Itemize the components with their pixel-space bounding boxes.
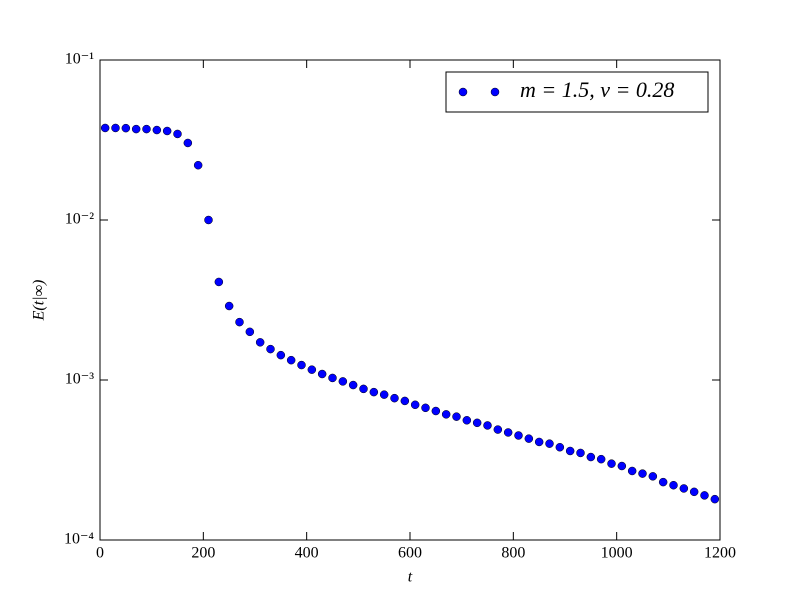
point xyxy=(669,480,678,490)
point xyxy=(576,448,585,458)
x-tick-label: 200 xyxy=(191,545,215,562)
point xyxy=(617,461,627,471)
point xyxy=(121,123,131,133)
point xyxy=(173,129,182,139)
point xyxy=(689,487,699,497)
point xyxy=(307,365,317,374)
x-tick-label: 1200 xyxy=(704,545,736,562)
point xyxy=(390,393,399,403)
point xyxy=(514,431,523,440)
point xyxy=(638,469,647,478)
point xyxy=(710,494,720,504)
point xyxy=(700,491,709,500)
point xyxy=(524,434,534,443)
x-tick-label: 0 xyxy=(96,545,104,562)
point xyxy=(286,355,296,365)
x-tick-label: 400 xyxy=(295,545,319,562)
point xyxy=(462,416,472,425)
point xyxy=(142,124,151,134)
point xyxy=(162,126,172,136)
legend-marker xyxy=(458,87,468,97)
point xyxy=(317,369,327,379)
point xyxy=(555,442,565,452)
point xyxy=(565,446,575,456)
y-tick-label: 10⁻² xyxy=(65,211,94,228)
point xyxy=(483,421,492,430)
legend-marker xyxy=(490,87,500,97)
point xyxy=(545,439,554,448)
x-tick-label: 800 xyxy=(501,545,525,562)
point xyxy=(224,301,234,311)
legend-label: m = 1.5, ν = 0.28 xyxy=(520,77,674,102)
point xyxy=(431,406,441,416)
point xyxy=(534,437,544,447)
y-tick-label: 10⁻⁴ xyxy=(64,531,94,548)
point xyxy=(100,123,110,133)
point xyxy=(255,338,265,347)
x-tick-label: 1000 xyxy=(601,545,633,562)
point xyxy=(627,466,637,476)
point xyxy=(183,138,193,148)
point xyxy=(679,484,689,493)
point xyxy=(235,317,244,327)
point xyxy=(441,410,451,419)
point xyxy=(586,452,596,462)
point xyxy=(400,396,410,406)
point xyxy=(472,418,482,428)
point xyxy=(338,377,348,386)
point xyxy=(452,412,461,421)
legend-box xyxy=(445,71,709,113)
point xyxy=(596,454,606,464)
point xyxy=(328,373,337,383)
point xyxy=(493,425,503,434)
y-tick-label: 10⁻³ xyxy=(65,371,94,388)
point xyxy=(276,350,286,360)
point xyxy=(152,125,162,135)
point xyxy=(111,123,120,133)
point xyxy=(421,403,430,413)
point xyxy=(648,472,658,481)
point xyxy=(503,428,513,437)
point xyxy=(658,477,668,487)
x-tick-label: 600 xyxy=(398,545,422,562)
point xyxy=(607,459,616,468)
point xyxy=(369,387,379,397)
point xyxy=(204,215,213,225)
point xyxy=(193,160,203,170)
plot-frame xyxy=(99,59,721,541)
point xyxy=(348,380,358,390)
point xyxy=(359,384,368,394)
point xyxy=(266,344,275,354)
point xyxy=(214,277,224,287)
y-tick-label: 10⁻¹ xyxy=(65,51,94,68)
point xyxy=(245,327,255,337)
point xyxy=(131,124,141,134)
point xyxy=(297,360,306,370)
point xyxy=(410,400,420,410)
point xyxy=(379,390,389,399)
x-axis-label: t xyxy=(408,569,413,586)
y-axis-label: E(t|∞) xyxy=(31,280,48,322)
